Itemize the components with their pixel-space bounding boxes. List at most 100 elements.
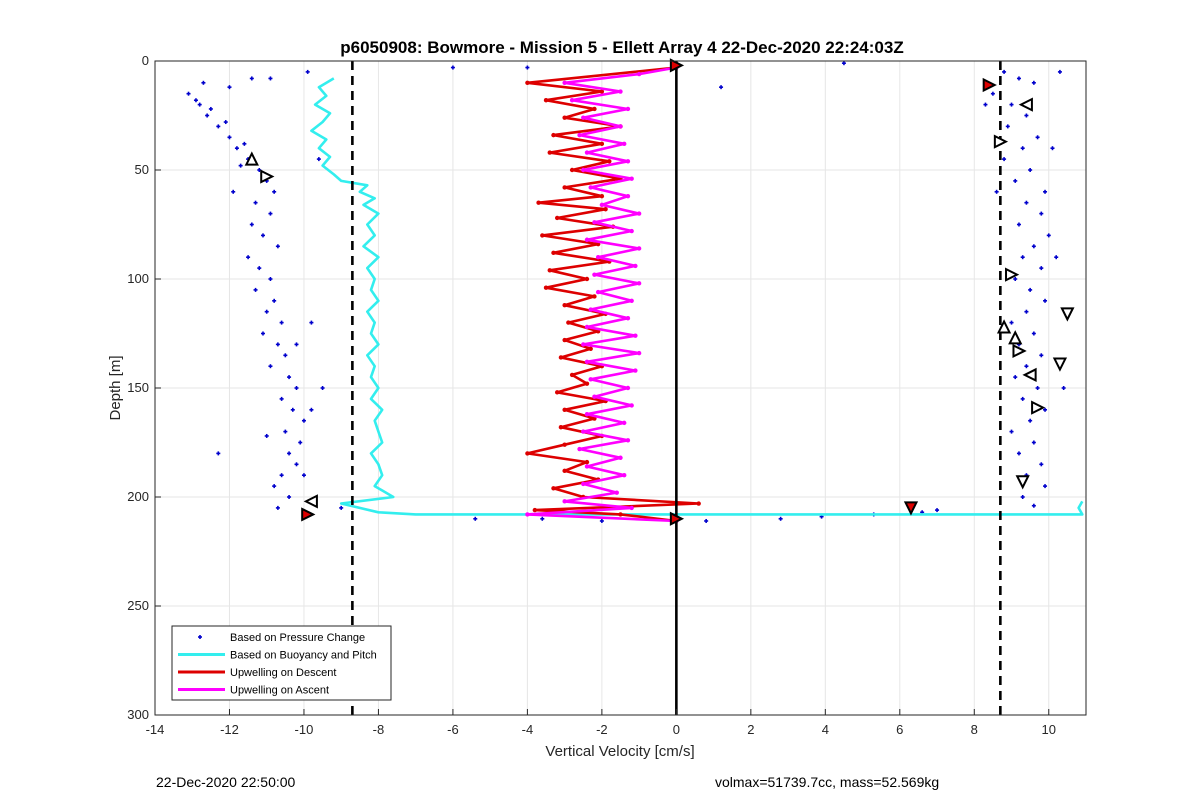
series-point-upwelling-on-ascent bbox=[584, 324, 590, 330]
series-point-upwelling-on-ascent bbox=[592, 394, 597, 399]
pressure-change-point bbox=[275, 505, 280, 510]
series-point-upwelling-on-ascent bbox=[588, 185, 593, 190]
x-tick-label: 8 bbox=[971, 722, 978, 737]
series-point-upwelling-on-descent bbox=[562, 115, 567, 120]
pressure-change-point bbox=[1057, 69, 1062, 74]
pressure-change-point bbox=[287, 451, 292, 456]
pressure-change-point bbox=[272, 189, 277, 194]
series-point-upwelling-on-descent bbox=[525, 451, 530, 456]
marker-triangle-down bbox=[1015, 475, 1030, 490]
series-point-upwelling-on-descent bbox=[592, 106, 597, 112]
y-tick-label: 250 bbox=[127, 598, 149, 613]
series-point-upwelling-on-ascent bbox=[588, 377, 593, 382]
pressure-change-point bbox=[257, 266, 262, 271]
pressure-change-point bbox=[205, 113, 210, 118]
marker-triangle-left bbox=[1018, 97, 1033, 112]
y-tick-label: 300 bbox=[127, 707, 149, 722]
marker-triangle-right bbox=[993, 134, 1009, 149]
series-point-upwelling-on-descent bbox=[618, 512, 623, 517]
pressure-change-point bbox=[1039, 211, 1044, 216]
pressure-change-point bbox=[1031, 331, 1036, 336]
pressure-change-point bbox=[227, 85, 232, 90]
pressure-change-point bbox=[1016, 451, 1021, 456]
series-point-upwelling-on-descent bbox=[532, 507, 538, 513]
series-point-upwelling-on-ascent bbox=[618, 124, 623, 129]
pressure-change-point bbox=[301, 473, 306, 478]
series-point-upwelling-on-descent bbox=[562, 468, 567, 474]
pressure-change-point bbox=[1039, 266, 1044, 271]
series-point-upwelling-on-ascent bbox=[625, 438, 631, 443]
x-tick-label: -14 bbox=[146, 722, 165, 737]
pressure-change-point bbox=[208, 106, 213, 111]
pressure-change-point bbox=[1035, 386, 1040, 390]
series-point-upwelling-on-descent bbox=[525, 80, 530, 86]
x-tick-label: -6 bbox=[447, 722, 459, 737]
pressure-change-point bbox=[1020, 495, 1025, 499]
pressure-change-point bbox=[1013, 375, 1018, 380]
pressure-change-point bbox=[234, 146, 239, 151]
series-point-upwelling-on-ascent bbox=[629, 403, 634, 408]
marker-triangle-down bbox=[1060, 307, 1075, 322]
pressure-change-point bbox=[1024, 200, 1029, 205]
series-point-upwelling-on-ascent bbox=[581, 167, 586, 173]
series-point-upwelling-on-descent bbox=[562, 407, 567, 412]
series-layer bbox=[186, 61, 1084, 524]
x-tick-label: -12 bbox=[220, 722, 239, 737]
pressure-change-point bbox=[275, 244, 280, 249]
pressure-change-point bbox=[339, 505, 344, 510]
marker-triangle-right bbox=[1031, 400, 1046, 415]
markers-layer bbox=[244, 58, 1075, 526]
pressure-change-point bbox=[1061, 386, 1066, 390]
series-point-upwelling-on-ascent bbox=[577, 446, 582, 452]
series-point-upwelling-on-ascent bbox=[599, 202, 605, 208]
series-point-upwelling-on-descent bbox=[584, 459, 590, 465]
series-line-upwelling-on-descent bbox=[526, 66, 700, 523]
marker-triangle-right bbox=[1005, 267, 1020, 282]
series-point-upwelling-on-descent bbox=[562, 185, 567, 190]
series-point-upwelling-on-descent bbox=[599, 141, 605, 147]
series-point-upwelling-on-descent bbox=[592, 294, 597, 299]
pressure-change-point bbox=[279, 473, 284, 478]
pressure-change-point bbox=[309, 407, 314, 412]
y-tick-label: 0 bbox=[142, 53, 149, 68]
x-axis-ticks: -14 -12 -10 -8 -6 -4 -2 0 2 4 6 8 10 bbox=[146, 709, 1056, 737]
series-point-upwelling-on-descent bbox=[607, 159, 612, 164]
series-point-upwelling-on-descent bbox=[547, 268, 552, 273]
series-point-upwelling-on-ascent bbox=[625, 316, 631, 321]
series-point-upwelling-on-descent bbox=[599, 193, 605, 199]
pressure-change-point bbox=[1054, 255, 1059, 260]
pressure-change-point bbox=[305, 69, 310, 74]
pressure-change-point bbox=[1009, 429, 1014, 434]
series-point-upwelling-on-descent bbox=[603, 207, 608, 212]
series-point-upwelling-on-ascent bbox=[581, 115, 586, 120]
pressure-change-point bbox=[268, 277, 273, 281]
pressure-change-point bbox=[301, 418, 306, 423]
series-point-upwelling-on-ascent bbox=[629, 228, 634, 234]
series-point-upwelling-on-ascent bbox=[577, 132, 582, 138]
marker-triangle-down bbox=[1052, 357, 1068, 372]
legend-box bbox=[171, 625, 392, 701]
pressure-change-point bbox=[294, 462, 299, 467]
pressure-change-point bbox=[1031, 244, 1036, 249]
series-point-upwelling-on-descent bbox=[562, 337, 567, 343]
pressure-change-point bbox=[1031, 503, 1036, 508]
series-point-upwelling-on-ascent bbox=[562, 80, 567, 86]
series-point-upwelling-on-descent bbox=[569, 167, 575, 173]
series-point-upwelling-on-descent bbox=[543, 98, 549, 103]
pressure-change-point bbox=[193, 98, 198, 103]
pressure-change-point bbox=[1020, 255, 1025, 260]
pressure-change-point bbox=[719, 85, 724, 90]
marker-triangle-left bbox=[1022, 367, 1037, 383]
marker-triangle-right bbox=[1012, 343, 1027, 359]
y-tick-label: 150 bbox=[127, 380, 149, 395]
marker-triangle-down bbox=[903, 501, 919, 516]
pressure-change-point bbox=[275, 342, 280, 347]
pressure-change-point bbox=[264, 433, 269, 438]
pressure-change-point bbox=[260, 331, 265, 336]
pressure-change-point bbox=[216, 451, 221, 456]
series-point-upwelling-on-descent bbox=[551, 486, 556, 491]
x-tick-label: -8 bbox=[373, 722, 385, 737]
series-point-upwelling-on-descent bbox=[588, 346, 593, 351]
series-line-upwelling-on-ascent bbox=[526, 66, 677, 523]
